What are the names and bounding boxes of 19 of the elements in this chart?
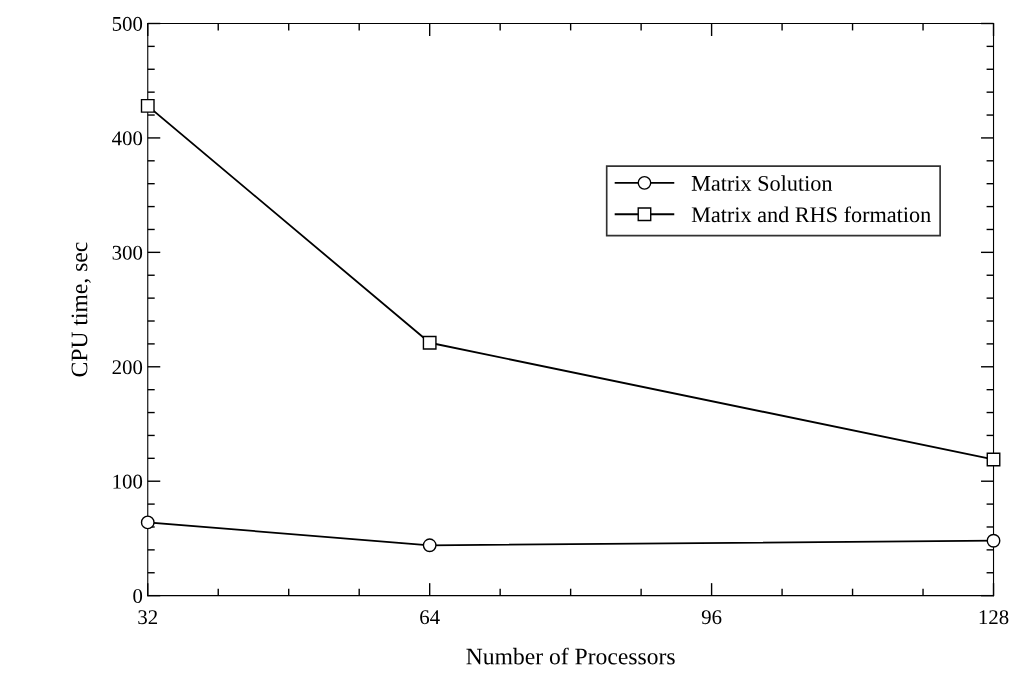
y-tick-label: 500 [112,16,143,31]
point [140,515,155,530]
point [422,538,437,553]
point [422,335,437,350]
x-tick-label: 32 [138,610,158,625]
point [986,533,1001,548]
x-tick-label: 64 [420,610,440,625]
x-axis-title: Number of Processors [466,647,675,665]
legend-label: Matrix Solution [691,175,833,191]
y-tick-label: 400 [112,131,143,146]
y-axis-title: CPU time, sec [71,242,91,377]
x-tick-label: 96 [701,610,722,625]
y-tick-label: 300 [112,245,143,260]
point [140,98,155,113]
y-tick-label: 0 [133,589,143,604]
y-tick-label: 200 [112,360,143,375]
legend-label: Matrix and RHS formation [691,206,931,223]
y-tick-label: 100 [113,474,143,489]
x-tick-label: 128 [979,610,1009,625]
